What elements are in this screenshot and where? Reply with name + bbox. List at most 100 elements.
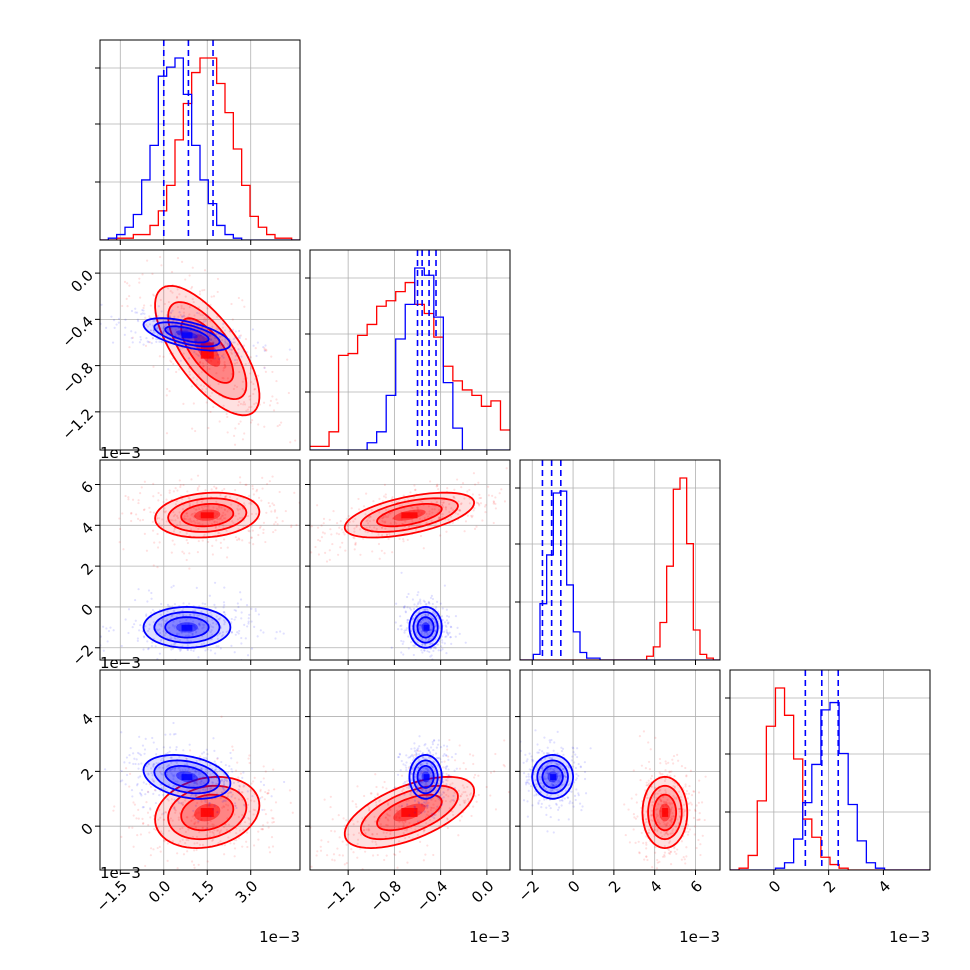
density-group bbox=[310, 467, 510, 660]
contour-blue bbox=[536, 759, 569, 795]
density-peak bbox=[423, 624, 430, 631]
contour-blue bbox=[541, 765, 564, 789]
contour-red bbox=[180, 793, 235, 832]
contour-red bbox=[154, 491, 261, 539]
y-tick-label: −0.4 bbox=[59, 313, 97, 351]
density-peak bbox=[181, 624, 193, 631]
x-tick-label: −0.8 bbox=[367, 877, 405, 915]
axes-frame bbox=[519, 459, 721, 661]
y-tick-label: 4 bbox=[78, 710, 97, 729]
histogram-red bbox=[520, 477, 720, 660]
x-tick-label: 0 bbox=[564, 877, 583, 896]
density-group bbox=[310, 735, 510, 870]
panel-2-1 bbox=[305, 459, 511, 665]
contour-red bbox=[647, 784, 683, 841]
contour-blue bbox=[164, 325, 210, 344]
axes-frame bbox=[99, 669, 301, 871]
y-tick-label: −0.8 bbox=[59, 359, 97, 397]
density-peak bbox=[401, 808, 418, 817]
axes-frame bbox=[309, 459, 511, 661]
x-tick-label: 0.0 bbox=[145, 877, 175, 907]
histogram-group bbox=[520, 460, 720, 660]
histogram-blue bbox=[730, 701, 930, 870]
x-tick-label: 3.0 bbox=[232, 877, 262, 907]
histogram-blue bbox=[310, 267, 510, 450]
y-offset-label: 1e−3 bbox=[100, 864, 141, 882]
contour-red bbox=[376, 503, 443, 528]
x-offset-label: 1e−3 bbox=[679, 928, 720, 946]
contour-red bbox=[167, 784, 248, 841]
axes-frame bbox=[99, 39, 301, 241]
x-offset-label: 1e−3 bbox=[469, 928, 510, 946]
contour-red bbox=[359, 497, 459, 533]
contour-red bbox=[343, 775, 475, 850]
contour-red bbox=[343, 491, 476, 539]
density-group bbox=[520, 729, 707, 870]
y-tick-label: 0 bbox=[78, 819, 97, 838]
x-offset-label: 1e−3 bbox=[259, 928, 300, 946]
panel-3-0 bbox=[95, 669, 301, 875]
contour-blue bbox=[142, 605, 232, 649]
density-peak bbox=[200, 808, 214, 817]
contour-blue bbox=[412, 759, 439, 795]
x-tick-label: −0.4 bbox=[413, 877, 451, 915]
histogram-blue bbox=[100, 57, 300, 240]
density-peak bbox=[181, 774, 193, 781]
contour-blue bbox=[142, 753, 232, 800]
axes-frame bbox=[309, 249, 511, 451]
contour-blue bbox=[164, 616, 210, 639]
density-group bbox=[100, 474, 300, 660]
panel-2-0 bbox=[95, 459, 301, 665]
contour-red bbox=[180, 503, 235, 528]
x-tick-label: 6 bbox=[687, 877, 706, 896]
histogram-group bbox=[310, 250, 510, 450]
y-tick-label: 2 bbox=[78, 765, 97, 784]
x-tick-label: −1.5 bbox=[93, 877, 131, 915]
panel-2-2 bbox=[515, 459, 721, 665]
y-offset-label: 1e−3 bbox=[100, 444, 141, 462]
density-group bbox=[103, 715, 300, 870]
contour-blue bbox=[416, 616, 435, 639]
scatter-blue bbox=[103, 721, 286, 830]
panel-3-3 bbox=[725, 669, 931, 875]
contour-blue bbox=[408, 753, 443, 800]
contour-blue bbox=[531, 753, 575, 800]
x-tick-label: 1.5 bbox=[188, 877, 218, 907]
histogram-group bbox=[100, 40, 300, 240]
density-peak bbox=[550, 774, 557, 781]
x-tick-label: 0.0 bbox=[468, 877, 498, 907]
contour-red bbox=[154, 775, 261, 850]
scatter-blue bbox=[520, 729, 592, 834]
density-peak bbox=[662, 808, 669, 817]
y-tick-label: −2 bbox=[69, 641, 97, 669]
x-tick-label: −2 bbox=[515, 877, 543, 905]
panel-1-1 bbox=[305, 249, 511, 455]
contour-blue bbox=[153, 611, 221, 644]
density-peak bbox=[200, 512, 214, 519]
contour-blue bbox=[412, 611, 439, 644]
axes-frame bbox=[99, 249, 301, 451]
contour-red bbox=[167, 301, 248, 401]
contour-red bbox=[652, 793, 677, 832]
histogram-group bbox=[730, 670, 930, 870]
contour-blue bbox=[153, 321, 221, 348]
axes-frame bbox=[309, 669, 511, 871]
histogram-blue bbox=[520, 490, 720, 660]
scatter-red bbox=[310, 467, 510, 563]
density-peak bbox=[401, 512, 418, 519]
contour-red bbox=[360, 784, 459, 841]
y-tick-label: −1.2 bbox=[59, 405, 97, 443]
y-tick-label: 0.0 bbox=[67, 266, 97, 296]
x-tick-label: 4 bbox=[646, 877, 665, 896]
y-tick-label: 2 bbox=[78, 559, 97, 578]
contour-blue bbox=[164, 765, 210, 789]
axes-frame bbox=[99, 459, 301, 661]
y-tick-label: 0 bbox=[78, 600, 97, 619]
histogram-red bbox=[100, 57, 300, 240]
histogram-red bbox=[310, 281, 510, 448]
contour-blue bbox=[416, 765, 435, 789]
x-tick-label: 2 bbox=[605, 877, 624, 896]
y-offset-label: 1e−3 bbox=[100, 654, 141, 672]
contour-red bbox=[376, 793, 443, 832]
panel-1-0 bbox=[95, 249, 301, 455]
